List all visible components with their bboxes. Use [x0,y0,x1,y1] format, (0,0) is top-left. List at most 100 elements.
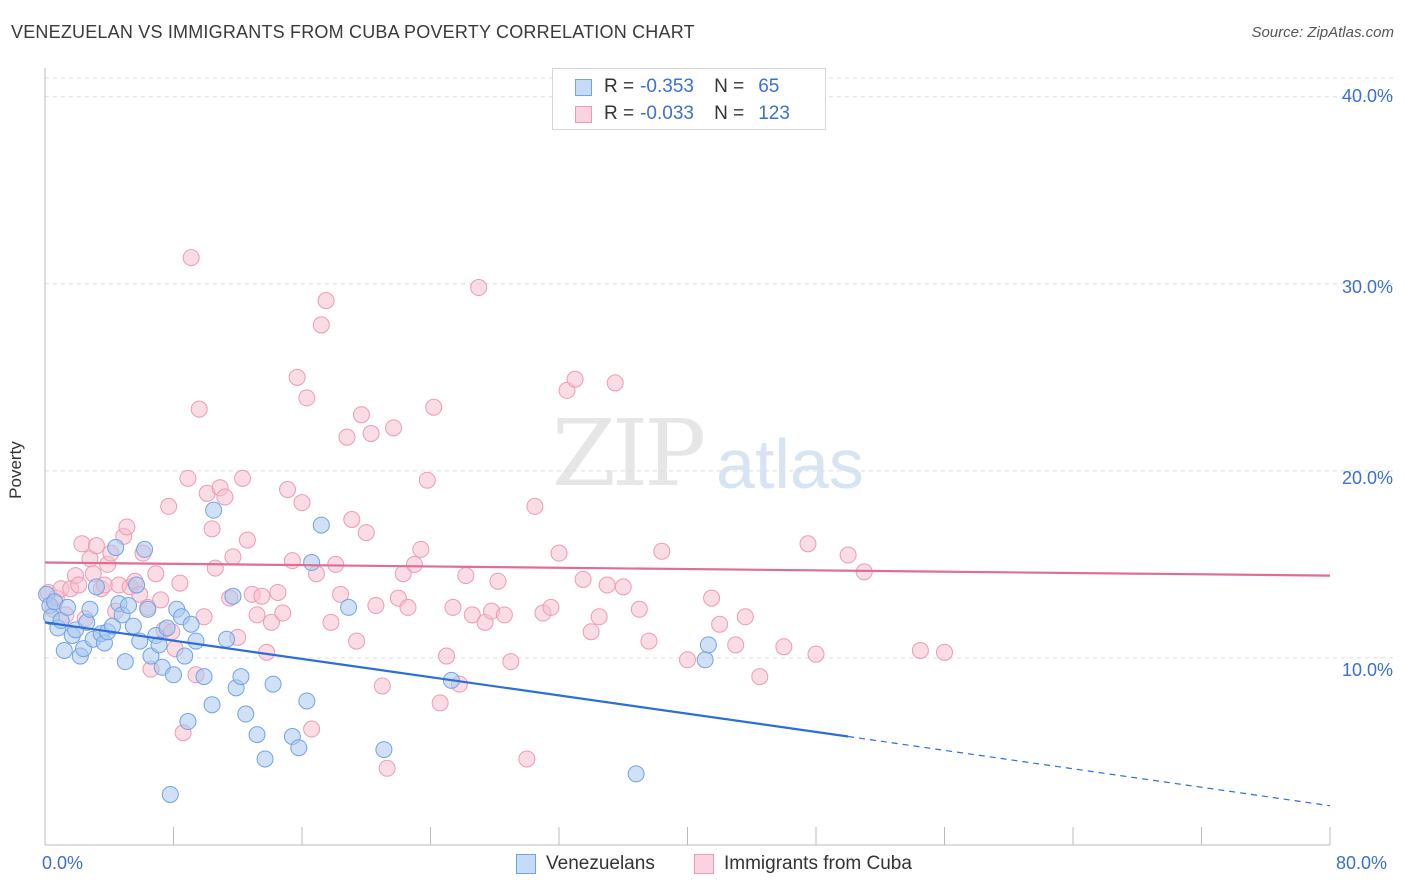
legend-series-label: Immigrants from Cuba [724,853,912,874]
cuba-point [431,694,449,712]
cuba-point [425,398,443,416]
cuba-point [234,469,252,487]
venezuelan-point [55,641,73,659]
cuba-point [385,419,403,437]
cuba-point [118,518,136,536]
cuba-point [322,613,340,631]
cuba-point [799,535,817,553]
legend-swatch-blue [575,78,592,96]
cuba-point [679,651,696,669]
venezuelan-point [232,668,250,686]
cuba-point [73,535,91,553]
cuba-point [614,578,632,596]
cuba-point [70,576,88,594]
cuba-point [171,574,189,592]
legend-n-label: N = [714,76,745,97]
venezuelan-point [340,598,358,616]
venezuelan-point [203,696,221,714]
cuba-point [582,623,600,641]
cuba-trend-line [44,561,1331,577]
venezuelan-point [218,630,236,648]
legend-series-label: Venezuelans [546,853,655,874]
cuba-point [87,537,105,555]
venezuelan-point [195,668,213,686]
cuba-point [216,488,234,506]
venezuelan-point [248,726,266,744]
cuba-point [542,598,560,616]
legend-swatch-blue [516,854,536,874]
venezuelan-point [124,617,142,635]
cuba-point [839,546,857,564]
cuba-point [630,600,648,618]
venezuelan-point [375,741,393,759]
watermark-atlas: atlas [716,425,864,503]
cuba-point [283,552,301,570]
cuba-point [279,481,297,499]
y-tick-label: 30.0% [1341,277,1393,297]
venezuelan-point [103,617,121,635]
venezuelan-point [187,632,205,650]
cuba-point [711,615,729,633]
cuba-point [412,540,430,558]
legend-r-value: -0.033 [640,103,694,124]
cuba-point [343,510,361,528]
cuba-point [147,565,165,583]
cuba-point [206,559,224,577]
cuba-point [298,389,316,407]
bottom-legend-cuba: Immigrants from Cuba [694,852,912,876]
venezuelan-point [139,600,157,618]
cuba-point [518,750,536,768]
cuba-point [727,636,745,654]
venezuelan-point [290,739,308,757]
venezuelan-point [298,692,316,710]
cuba-point [248,606,266,624]
cuba-point [160,497,178,515]
cuba-point [640,632,658,650]
bottom-legend-venezuelans: Venezuelans [516,852,655,876]
venezuelan-point [176,647,194,665]
cuba-point [190,400,208,418]
venezuelan-point [303,554,321,572]
cuba-point [470,279,488,297]
cuba-point [373,677,391,695]
venezuelan-point [120,597,138,615]
venezuelan-point [158,619,176,637]
cuba-point [438,647,456,665]
x-tick-label-min: 0.0% [42,853,84,873]
cuba-point [317,292,335,310]
x-tick-label-max: 80.0% [1336,853,1388,873]
cuba-point [338,428,356,446]
legend-r-label: R = [604,76,635,97]
cuba-point [152,591,170,609]
legend-r-label: R = [604,103,635,124]
y-axis-label: Poverty [6,441,25,499]
legend-swatch-pink [575,105,592,123]
cuba-point [502,653,520,671]
cuba-point [526,497,544,515]
venezuelan-point [161,785,179,803]
legend-n-value: 123 [758,103,790,124]
venezuelan-point [696,651,714,669]
legend-row-cuba: R = -0.033 N = 123 [575,102,790,126]
cuba-point [418,471,436,489]
cuba-point [457,567,475,585]
venezuelan-trend-extension [848,735,1331,807]
watermark-zip: ZIP [552,400,706,507]
cuba-point [550,544,568,562]
cuba-point [224,548,242,566]
cuba-point [736,608,754,626]
venezuelan-point [237,705,255,723]
venezuelan-point [165,666,182,684]
cuba-point [348,632,366,650]
cuba-point [367,597,385,615]
venezuelan-point [58,598,76,616]
cuba-point [362,424,380,442]
venezuelan-point [150,636,168,654]
venezuelan-point [128,576,146,594]
cuba-point [288,368,306,386]
cuba-point [195,608,213,626]
venezuelan-point [87,578,105,596]
venezuelan-point [116,653,134,671]
venezuelan-trend-line [44,621,849,738]
